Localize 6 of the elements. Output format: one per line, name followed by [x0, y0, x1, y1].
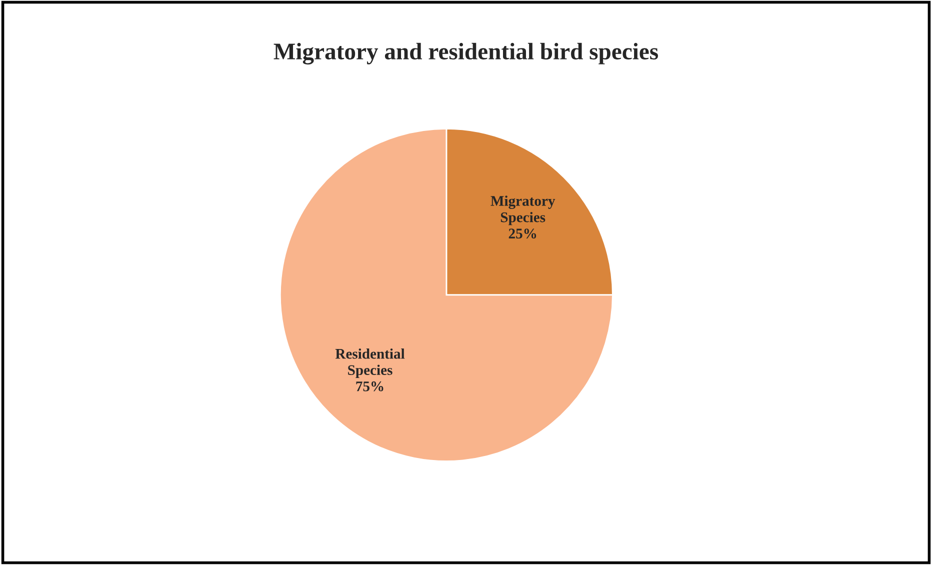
chart-title: Migratory and residential bird species — [274, 42, 658, 64]
slice-label: Residential Species — [335, 348, 405, 378]
pie-slice — [279, 128, 614, 462]
slice-label: Migratory Species — [490, 196, 556, 226]
data-label: 25% — [508, 228, 536, 239]
data-label: 75% — [356, 381, 384, 392]
